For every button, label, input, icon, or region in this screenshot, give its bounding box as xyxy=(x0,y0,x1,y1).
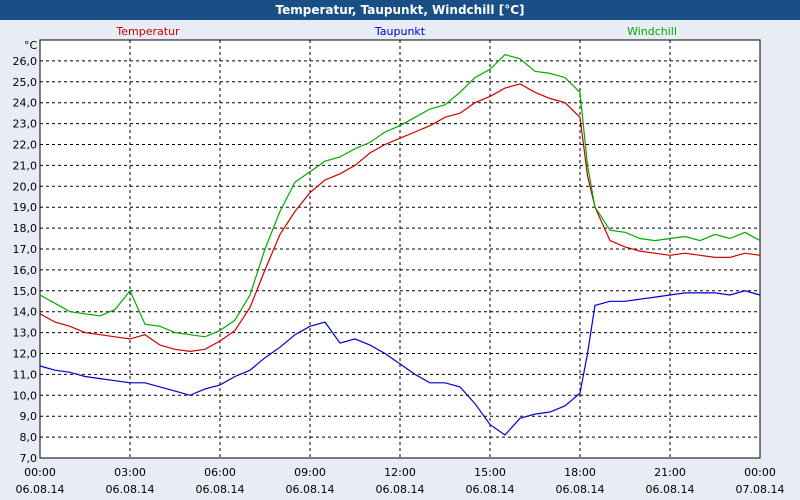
y-tick-label: 19,0 xyxy=(13,201,38,214)
x-tick-date: 06.08.14 xyxy=(646,483,695,496)
x-tick-date: 06.08.14 xyxy=(196,483,245,496)
y-tick-label: 20,0 xyxy=(13,180,38,193)
y-tick-label: 22,0 xyxy=(13,139,38,152)
x-tick-time: 09:00 xyxy=(294,466,326,479)
y-tick-label: 10,0 xyxy=(13,389,38,402)
x-tick-date: 06.08.14 xyxy=(466,483,515,496)
x-tick-date: 06.08.14 xyxy=(556,483,605,496)
y-axis-unit: °C xyxy=(24,39,38,52)
y-tick-label: 7,0 xyxy=(20,452,38,465)
y-tick-label: 16,0 xyxy=(13,264,38,277)
x-tick-time: 15:00 xyxy=(474,466,506,479)
x-tick-time: 21:00 xyxy=(654,466,686,479)
window-title: Temperatur, Taupunkt, Windchill [°C] xyxy=(0,0,800,20)
y-tick-label: 24,0 xyxy=(13,97,38,110)
series-lines xyxy=(39,53,761,436)
x-tick-time: 12:00 xyxy=(384,466,416,479)
legend-item-windchill: Windchill xyxy=(627,25,677,38)
y-tick-label: 26,0 xyxy=(13,55,38,68)
x-tick-time: 00:00 xyxy=(744,466,776,479)
y-tick-label: 14,0 xyxy=(13,306,38,319)
series-line-temperatur xyxy=(39,83,761,353)
x-tick-date: 07.08.14 xyxy=(736,483,785,496)
grid-lines xyxy=(40,40,760,459)
y-tick-label: 23,0 xyxy=(13,118,38,131)
y-tick-label: 8,0 xyxy=(20,431,38,444)
y-tick-label: 11,0 xyxy=(13,368,38,381)
x-tick-time: 06:00 xyxy=(204,466,236,479)
x-tick-date: 06.08.14 xyxy=(106,483,155,496)
x-tick-time: 00:00 xyxy=(24,466,56,479)
y-tick-label: 21,0 xyxy=(13,159,38,172)
y-tick-label: 13,0 xyxy=(13,327,38,340)
y-axis: 7,0 8,0 9,0 10,0 11,0 12,0 13,0 14,0 15,0 16,0 17,… xyxy=(13,39,38,465)
chart-canvas: 7,0 8,0 9,0 10,0 11,0 12,0 13,0 14,0 15,0 16,0 17,… xyxy=(13,25,785,496)
y-tick-label: 18,0 xyxy=(13,222,38,235)
series-line-windchill xyxy=(39,53,761,338)
legend: Temperatur Taupunkt Windchill xyxy=(115,25,677,38)
y-tick-label: 12,0 xyxy=(13,348,38,361)
x-axis: 00:00 06.08.14 03:00 06.08.14 06:00 06.08.14 0… xyxy=(16,466,785,496)
legend-item-temperatur: Temperatur xyxy=(115,25,180,38)
x-tick-time: 18:00 xyxy=(564,466,596,479)
series-line-taupunkt xyxy=(39,290,761,436)
x-tick-time: 03:00 xyxy=(114,466,146,479)
x-tick-date: 06.08.14 xyxy=(286,483,335,496)
x-tick-date: 06.08.14 xyxy=(376,483,425,496)
y-tick-label: 9,0 xyxy=(20,410,38,423)
x-tick-date: 06.08.14 xyxy=(16,483,65,496)
y-tick-label: 17,0 xyxy=(13,243,38,256)
legend-item-taupunkt: Taupunkt xyxy=(374,25,426,38)
y-tick-label: 25,0 xyxy=(13,76,38,89)
y-tick-label: 15,0 xyxy=(13,285,38,298)
